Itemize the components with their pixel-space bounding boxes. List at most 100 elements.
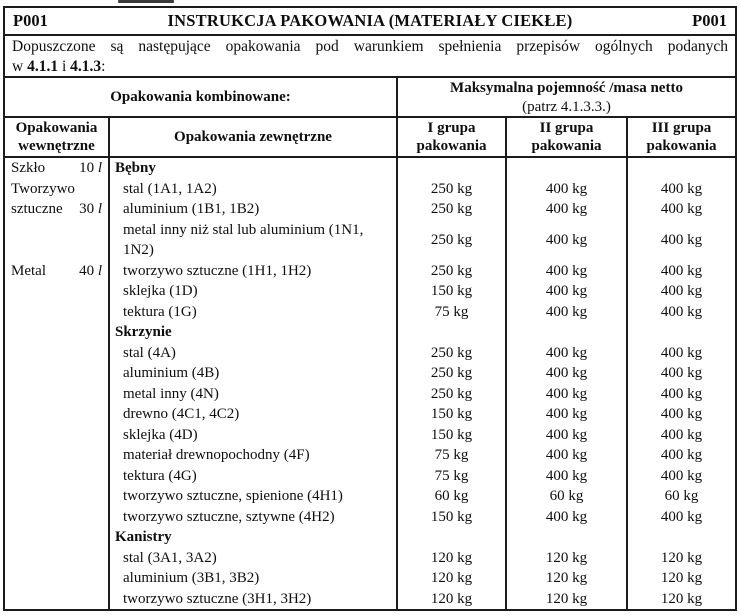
body-item-row: tektura (4G) 75 kg 400 kg 400 kg	[5, 465, 735, 486]
outer-packaging-label: metal inny (4N)	[110, 383, 398, 404]
outer-packaging-label: aluminium (3B1, 3B2)	[110, 568, 398, 589]
inner-packaging-cell	[5, 322, 110, 343]
max-mass-value-group2: 120 kg	[507, 568, 628, 589]
inner-capacity-qty: 40	[79, 262, 98, 279]
outer-packaging-label: tworzywo sztuczne (3H1, 3H2)	[110, 588, 398, 609]
inner-capacity-unit: l	[97, 201, 102, 217]
intro-line2-prefix: w	[12, 57, 28, 75]
inner-packaging-cell: Metal 40 l	[5, 260, 110, 281]
inner-packaging-cell: Szkło 10 l	[5, 158, 110, 179]
max-mass-value-group1: 75 kg	[398, 301, 507, 322]
inner-packaging-cell	[5, 424, 110, 445]
inner-capacity-qty: 10	[79, 160, 98, 176]
max-mass-value-group1: 120 kg	[398, 547, 507, 568]
group-header-row: Opakowania kombinowane: Maksymalna pojem…	[5, 76, 735, 116]
body-item-row: metal inny niż stal lub aluminium (1N1, …	[5, 219, 735, 261]
outer-packaging-group-label: Bębny	[110, 158, 398, 179]
body-item-row: Tworzywo stal (1A1, 1A2) 250 kg 400 kg 400 k…	[5, 178, 735, 199]
max-mass-value-group1: 150 kg	[398, 281, 507, 302]
outer-packaging-label: stal (4A)	[110, 342, 398, 363]
max-capacity-label: Maksymalna pojemność /masa netto	[450, 80, 683, 96]
max-mass-value-group1: 120 kg	[398, 568, 507, 589]
body-item-row: aluminium (4B) 250 kg 400 kg 400 kg	[5, 363, 735, 384]
max-mass-value-group2: 120 kg	[507, 588, 628, 609]
body-item-row: stal (4A) 250 kg 400 kg 400 kg	[5, 342, 735, 363]
combined-packagings-header: Opakowania kombinowane:	[5, 78, 398, 116]
body-section-row: Szkło 10 l Bębny	[5, 158, 735, 179]
body-item-row: materiał drewnopochodny (4F) 75 kg 400 kg 4…	[5, 445, 735, 466]
inner-packaging-cell	[5, 568, 110, 589]
max-mass-value-group2: 400 kg	[507, 465, 628, 486]
inner-material-label: Szkło	[11, 160, 46, 176]
max-mass-value-group2: 400 kg	[507, 199, 628, 220]
max-mass-value-group2: 400 kg	[507, 424, 628, 445]
body-item-row: drewno (4C1, 4C2) 150 kg 400 kg 400 kg	[5, 404, 735, 425]
column-header-row: Opakowania wewnętrzne Opakowania zewnętr…	[5, 116, 735, 156]
max-mass-value-group3: 400 kg	[660, 201, 703, 217]
body-item-row: tektura (1G) 75 kg 400 kg 400 kg	[5, 301, 735, 322]
outer-packaging-label: tworzywo sztuczne, sztywne (4H2)	[110, 506, 398, 527]
outer-packaging-label: metal inny niż stal lub aluminium (1N1, …	[110, 219, 398, 261]
max-mass-value-group2: 400 kg	[507, 301, 628, 322]
inner-packaging-cell	[5, 301, 110, 322]
inner-material-label: sztuczne	[11, 201, 63, 217]
max-mass-value-group1: 250 kg	[398, 178, 507, 199]
max-mass-value-group2: 400 kg	[507, 506, 628, 527]
page-title: INSTRUKCJA PAKOWANIA (MATERIAŁY CIEKŁE)	[167, 11, 573, 30]
max-mass-value-group3: 400 kg	[660, 508, 703, 525]
max-mass-value-group3: 400 kg	[660, 406, 703, 422]
max-mass-value-group1	[398, 527, 507, 548]
inner-capacity-unit: l	[97, 262, 102, 279]
column-header-inner: Opakowania wewnętrzne	[5, 118, 110, 156]
max-mass-value-group1: 75 kg	[398, 465, 507, 486]
inner-packaging-cell	[5, 363, 110, 384]
max-capacity-header: Maksymalna pojemność /masa netto (patrz …	[398, 78, 735, 116]
intro-line-2: w 4.1.1 i 4.1.3:	[12, 57, 728, 77]
inner-packaging-cell	[5, 506, 110, 527]
max-mass-value-group3: 400 kg	[660, 283, 703, 299]
max-mass-value-group3: 400 kg	[660, 365, 703, 381]
max-mass-value-group3: 400 kg	[660, 262, 703, 279]
intro-line-1: Dopuszczone są następujące opakowania po…	[12, 38, 728, 55]
body-section-row: Kanistry	[5, 527, 735, 548]
max-mass-value-group3: 400 kg	[660, 231, 703, 248]
max-mass-value-group2: 400 kg	[507, 383, 628, 404]
inner-capacity-value: 10 l	[79, 158, 102, 179]
max-mass-value-group2: 400 kg	[507, 260, 628, 281]
max-mass-value-group3: 60 kg	[664, 488, 699, 504]
max-mass-value-group1: 250 kg	[398, 342, 507, 363]
inner-packaging-cell	[5, 588, 110, 609]
max-mass-value-group2: 120 kg	[507, 547, 628, 568]
max-mass-value-group2	[507, 158, 628, 179]
outer-packaging-label: tektura (4G)	[110, 465, 398, 486]
column-header-group2: II grupa pakowania	[507, 118, 628, 156]
body-item-row: sklejka (4D) 150 kg 400 kg 400 kg	[5, 424, 735, 445]
max-mass-value-group1: 250 kg	[398, 383, 507, 404]
max-mass-value-group3: 120 kg	[660, 549, 703, 566]
inner-capacity-unit: l	[97, 160, 102, 176]
packing-instruction-table: P001 INSTRUKCJA PAKOWANIA (MATERIAŁY CIE…	[3, 6, 737, 611]
outer-packaging-label: aluminium (1B1, 1B2)	[110, 199, 398, 220]
outer-packaging-label: sklejka (1D)	[110, 281, 398, 302]
section-reference-2: 4.1.3	[70, 57, 102, 75]
max-mass-value-group2: 400 kg	[507, 404, 628, 425]
outer-packaging-label: tworzywo sztuczne (1H1, 1H2)	[110, 260, 398, 281]
max-mass-value-group2	[507, 322, 628, 343]
outer-packaging-label: drewno (4C1, 4C2)	[110, 404, 398, 425]
outer-packaging-group-label: Skrzynie	[110, 322, 398, 343]
max-mass-value-group3: 400 kg	[660, 426, 703, 443]
max-mass-value-group2: 400 kg	[507, 445, 628, 466]
max-mass-value-group3: 400 kg	[660, 303, 703, 320]
intro-line2-mid: i	[58, 57, 71, 75]
max-capacity-note: (patrz 4.1.3.3.)	[522, 98, 611, 115]
outer-packaging-group-label: Kanistry	[110, 527, 398, 548]
outer-packaging-label: materiał drewnopochodny (4F)	[110, 445, 398, 466]
max-mass-value-group3	[628, 158, 735, 179]
column-header-outer: Opakowania zewnętrzne	[110, 118, 398, 156]
outer-packaging-label: aluminium (4B)	[110, 363, 398, 384]
max-mass-value-group2: 400 kg	[507, 178, 628, 199]
inner-packaging-cell	[5, 486, 110, 507]
max-mass-value-group1: 60 kg	[398, 486, 507, 507]
scan-artifact	[118, 0, 174, 3]
max-mass-value-group3	[628, 527, 735, 548]
